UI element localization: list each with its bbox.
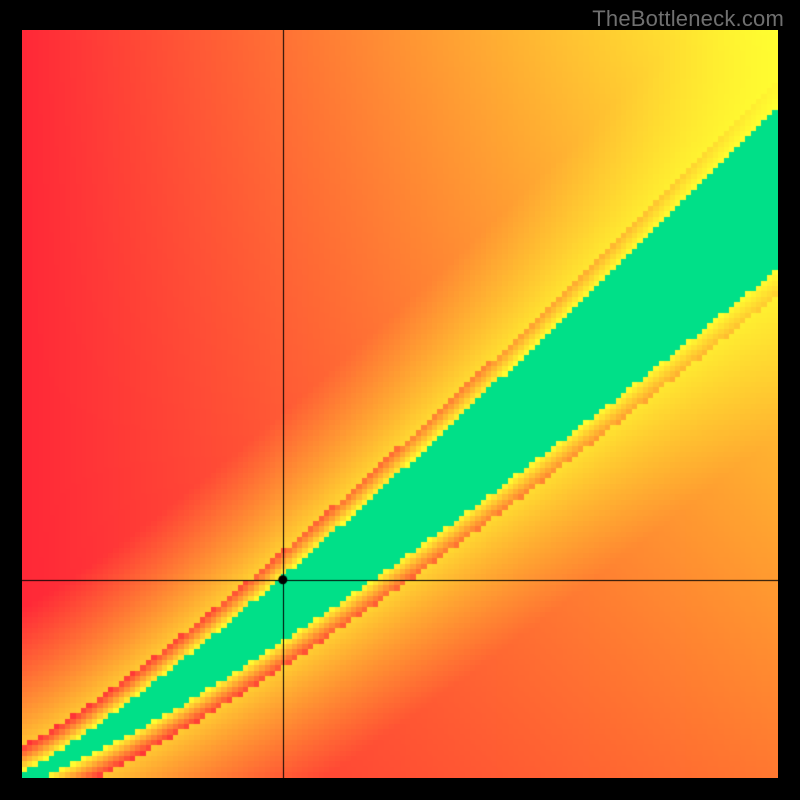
plot-area — [22, 30, 778, 778]
heatmap-canvas — [22, 30, 778, 778]
watermark-text: TheBottleneck.com — [592, 6, 784, 32]
